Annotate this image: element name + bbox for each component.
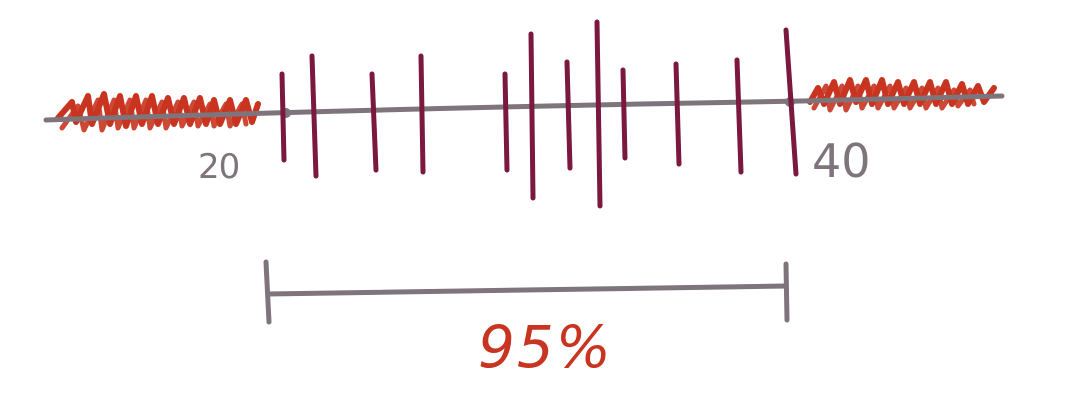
bracket-span (265, 283, 789, 297)
sample-tick (309, 53, 319, 179)
min-value-label: 20 (198, 147, 240, 187)
sample-tick (620, 67, 628, 161)
max-value-label: 40 (812, 134, 871, 188)
sample-ticks (279, 19, 799, 209)
number-line-axis (43, 93, 1005, 123)
coverage-percent-label: 95% (478, 313, 613, 381)
sample-tick (734, 57, 744, 175)
sample-tick (783, 27, 799, 177)
sample-tick (594, 19, 603, 209)
sample-tick (279, 71, 287, 163)
bracket-right-cap (783, 261, 790, 323)
sample-tick (502, 71, 510, 173)
sample-tick (528, 31, 536, 201)
sample-tick (418, 53, 426, 175)
coverage-bracket (263, 259, 790, 325)
sample-tick (673, 61, 682, 167)
sample-tick (564, 59, 573, 171)
sample-tick (369, 71, 379, 173)
